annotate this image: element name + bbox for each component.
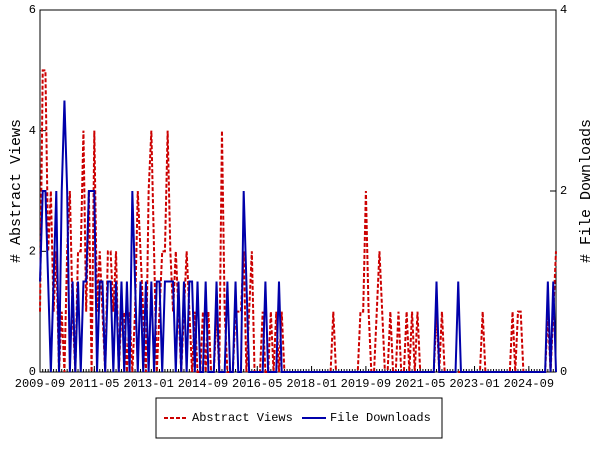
y-tick-label: 0 [29, 365, 36, 379]
x-tick-label: 2009-09 [15, 377, 65, 391]
legend-label: File Downloads [330, 411, 431, 425]
y-tick-label: 6 [29, 3, 36, 17]
y-axis-label: # Abstract Views [8, 119, 25, 263]
x-tick-label: 2014-09 [178, 377, 228, 391]
x-tick-label: 2013-01 [123, 377, 173, 391]
y2-tick-label: 0 [560, 365, 567, 379]
y2-tick-label: 2 [560, 184, 567, 198]
legend [155, 397, 443, 439]
y2-tick-label: 4 [560, 3, 567, 17]
y-tick-label: 2 [29, 245, 36, 259]
legend-label: Abstract Views [192, 411, 293, 425]
y-tick-label: 4 [29, 124, 36, 138]
y2-axis-label: # File Downloads [578, 119, 595, 263]
x-tick-label: 2021-05 [395, 377, 445, 391]
x-tick-label: 2024-09 [504, 377, 554, 391]
x-tick-label: 2016-05 [232, 377, 282, 391]
x-tick-label: 2023-01 [449, 377, 499, 391]
series-line [39, 100, 557, 373]
x-tick-label: 2018-01 [286, 377, 336, 391]
x-tick-label: 2011-05 [69, 377, 119, 391]
x-tick-label: 2019-09 [341, 377, 391, 391]
